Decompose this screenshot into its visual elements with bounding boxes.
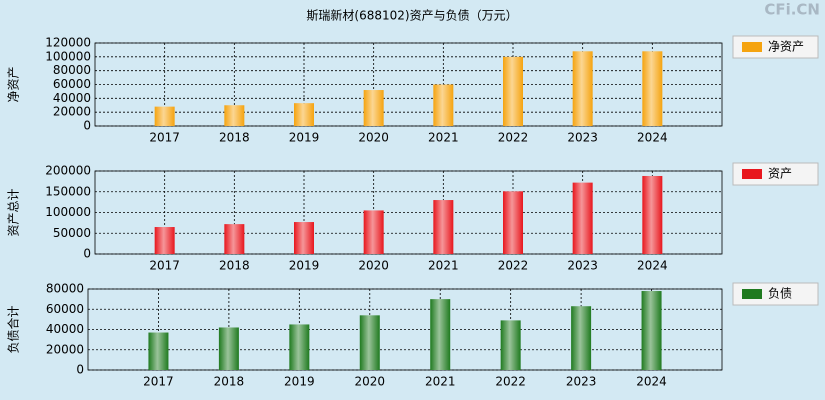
chart-title: 斯瑞新材(688102)资产与负债（万元） (306, 8, 517, 23)
x-tick-label: 2024 (636, 375, 667, 389)
bar (289, 324, 310, 370)
y-tick-label: 80000 (46, 282, 84, 296)
y-tick-label: 120000 (45, 36, 91, 50)
bar (359, 315, 380, 370)
bar (224, 105, 245, 126)
y-tick-label: 20000 (53, 105, 91, 119)
y-tick-label: 50000 (53, 226, 91, 240)
y-tick-label: 0 (83, 247, 91, 261)
y-axis-label: 资产总计 (7, 188, 21, 236)
bar (294, 103, 314, 126)
legend-swatch (742, 42, 762, 52)
bar (572, 51, 593, 126)
x-tick-label: 2023 (567, 259, 598, 273)
bar (503, 191, 523, 254)
watermark: CFi.CN (764, 1, 820, 19)
x-tick-label: 2019 (284, 375, 315, 389)
y-tick-label: 20000 (46, 342, 84, 356)
bar (503, 56, 523, 127)
bar (641, 291, 662, 370)
bar (572, 182, 593, 254)
x-tick-label: 2023 (567, 131, 598, 145)
x-tick-label: 2024 (637, 259, 668, 273)
y-tick-label: 80000 (53, 63, 91, 77)
y-tick-label: 40000 (53, 91, 91, 105)
x-tick-label: 2017 (149, 259, 180, 273)
legend-box (732, 162, 819, 186)
x-tick-label: 2023 (566, 375, 597, 389)
bar (642, 175, 663, 254)
legend-label: 净资产 (768, 40, 804, 54)
x-tick-label: 2017 (149, 131, 180, 145)
bar (571, 306, 592, 370)
bar (363, 210, 384, 254)
legend-box (732, 35, 819, 59)
x-tick-label: 2020 (358, 259, 389, 273)
bar (500, 320, 521, 370)
y-axis-label: 净资产 (7, 66, 21, 102)
legend-label: 负债 (768, 287, 792, 301)
bar (224, 224, 245, 254)
x-tick-label: 2022 (498, 131, 529, 145)
x-tick-label: 2021 (428, 131, 459, 145)
x-tick-label: 2020 (358, 131, 389, 145)
x-tick-label: 2018 (214, 375, 245, 389)
bar (363, 90, 384, 126)
bar (642, 51, 663, 126)
x-tick-label: 2019 (289, 259, 320, 273)
legend-label: 资产 (768, 167, 792, 181)
bar (154, 106, 175, 126)
bar (148, 332, 169, 370)
x-tick-label: 2017 (143, 375, 174, 389)
legend-swatch (742, 289, 762, 299)
bar (433, 84, 454, 126)
x-tick-label: 2018 (219, 259, 250, 273)
x-tick-label: 2020 (355, 375, 386, 389)
x-tick-label: 2022 (495, 375, 526, 389)
bar (430, 299, 451, 370)
y-tick-label: 0 (83, 119, 91, 133)
y-tick-label: 60000 (46, 302, 84, 316)
x-tick-label: 2021 (428, 259, 459, 273)
bar (433, 200, 454, 254)
bar (218, 327, 239, 370)
y-tick-label: 150000 (45, 184, 91, 198)
y-axis-label: 负债合计 (6, 305, 21, 353)
y-tick-label: 200000 (45, 164, 91, 178)
x-tick-label: 2021 (425, 375, 456, 389)
x-tick-label: 2022 (498, 259, 529, 273)
y-tick-label: 100000 (45, 205, 91, 219)
x-tick-label: 2019 (289, 131, 320, 145)
bar (154, 227, 175, 254)
x-tick-label: 2024 (637, 131, 668, 145)
y-tick-label: 100000 (45, 49, 91, 63)
bar (294, 222, 314, 254)
legend-swatch (742, 169, 762, 179)
y-tick-label: 60000 (53, 77, 91, 91)
y-tick-label: 40000 (46, 322, 84, 336)
y-tick-label: 0 (76, 363, 84, 377)
x-tick-label: 2018 (219, 131, 250, 145)
legend-box (732, 282, 819, 306)
